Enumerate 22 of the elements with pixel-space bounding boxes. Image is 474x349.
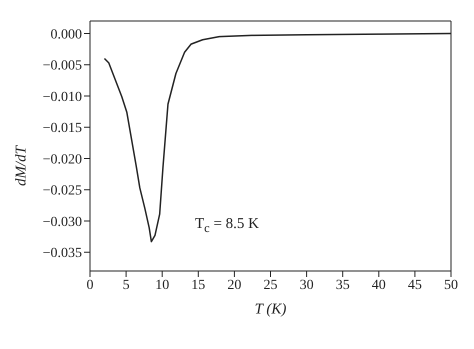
x-tick-label: 5 bbox=[122, 278, 130, 293]
y-tick-label: −0.020 bbox=[42, 152, 82, 168]
x-tick-label: 15 bbox=[191, 278, 206, 293]
x-tick-label: 45 bbox=[408, 278, 422, 293]
y-tick-label: −0.025 bbox=[42, 184, 82, 199]
y-tick-label: −0.005 bbox=[42, 58, 82, 74]
x-tick-label: 50 bbox=[444, 278, 458, 293]
x-tick-label: 30 bbox=[300, 278, 314, 293]
y-axis-title: dM/dT bbox=[13, 144, 30, 186]
x-tick-label: 35 bbox=[336, 278, 350, 293]
y-tick-label: −0.035 bbox=[42, 246, 82, 262]
y-tick-label: −0.030 bbox=[42, 214, 82, 230]
annotation: T$_{c}$ = 8.5 K bbox=[194, 216, 259, 236]
x-tick-label: 0 bbox=[86, 278, 94, 293]
y-tick-label: 0.000 bbox=[50, 27, 82, 42]
y-tick-label: −0.010 bbox=[42, 90, 82, 105]
x-tick-label: 10 bbox=[155, 278, 170, 293]
x-tick-label: 40 bbox=[372, 278, 386, 293]
x-tick-label: 20 bbox=[227, 278, 242, 293]
x-axis-title: T (K) bbox=[254, 302, 286, 318]
x-tick-label: 25 bbox=[264, 278, 278, 293]
y-tick-label: −0.015 bbox=[42, 121, 82, 136]
